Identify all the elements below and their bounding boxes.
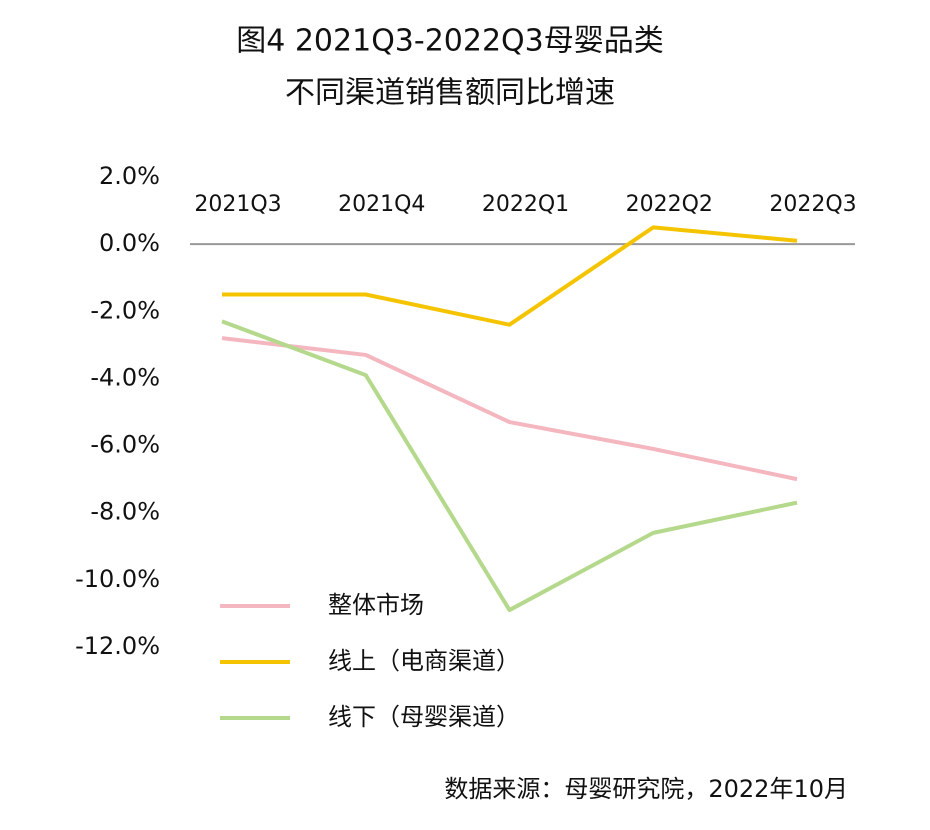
y-tick-label: -10.0% — [75, 565, 160, 593]
y-tick-label: 2.0% — [99, 162, 160, 190]
y-tick-label: -12.0% — [75, 632, 160, 660]
chart-title: 不同渠道销售额同比增速 — [285, 76, 615, 111]
source-note: 数据来源：母婴研究院，2022年10月 — [444, 775, 848, 803]
y-tick-label: -8.0% — [90, 498, 160, 526]
legend-label: 线下（母婴渠道） — [328, 703, 520, 731]
series-line — [221, 319, 798, 613]
chart-title: 图4 2021Q3-2022Q3母婴品类 — [236, 24, 664, 59]
y-tick-label: 0.0% — [99, 229, 160, 257]
series-line — [222, 225, 798, 327]
y-tick-label: -2.0% — [90, 296, 160, 324]
legend-label: 线上（电商渠道） — [328, 647, 520, 675]
x-tick-label: 2021Q3 — [194, 192, 281, 217]
x-tick-label: 2022Q2 — [626, 192, 713, 217]
x-tick-label: 2021Q4 — [338, 192, 425, 217]
legend-label: 整体市场 — [328, 591, 424, 619]
series-line — [221, 336, 798, 482]
x-tick-label: 2022Q1 — [482, 192, 569, 217]
y-tick-label: -4.0% — [90, 363, 160, 391]
x-tick-label: 2022Q3 — [769, 192, 856, 217]
y-tick-label: -6.0% — [90, 431, 160, 459]
